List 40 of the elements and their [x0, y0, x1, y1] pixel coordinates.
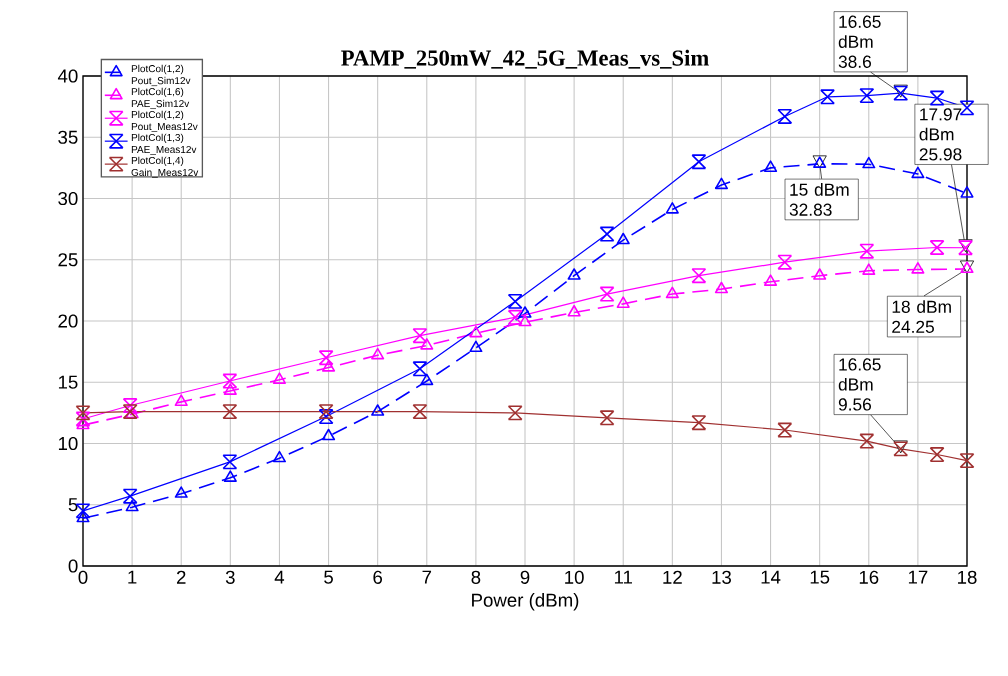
x-tick-label: 9 [520, 570, 530, 584]
y-tick-label: 15 [58, 375, 78, 389]
x-tick-label: 7 [422, 570, 432, 584]
x-tick-label: 4 [274, 570, 285, 584]
x-tick-label: 16 [859, 570, 879, 584]
x-tick-label: 12 [663, 570, 682, 584]
y-tick-label: 5 [68, 498, 78, 512]
x-tick-label: 15 [810, 570, 830, 584]
annotation: 15 dBm 32.83 [789, 183, 849, 216]
x-tick-label: 13 [712, 570, 731, 584]
x-tick-label: 2 [176, 570, 186, 584]
legend-label: PlotCol(1,6) PAE_Sim12v [131, 87, 190, 110]
legend-label: PlotCol(1,3) PAE_Meas12v [131, 133, 197, 155]
chart-title: PAMP_250mW_42_5G_Meas_vs_Sim [341, 49, 709, 69]
y-tick-label: 30 [58, 191, 78, 206]
x-axis-title: Power (dBm) [472, 593, 579, 611]
y-tick-label: 10 [58, 436, 78, 451]
x-tick-label: 1 [128, 570, 137, 584]
legend-label: PlotCol(1,2) Pout_Meas12v [131, 110, 198, 132]
x-tick-label: 10 [565, 570, 584, 584]
x-tick-label: 11 [614, 570, 633, 584]
x-tick-label: 3 [225, 570, 235, 584]
y-tick-label: 0 [68, 559, 78, 573]
x-tick-label: 18 [958, 570, 977, 584]
annotation: 17.97 dBm 25.98 [919, 108, 962, 161]
annotation: 18 dBm 24.25 [892, 300, 951, 333]
x-tick-label: 0 [78, 570, 88, 584]
x-tick-label: 17 [908, 570, 928, 584]
legend-label: PlotCol(1,4) Gain_Meas12v [131, 156, 199, 178]
annotation: 16.65 dBm 9.56 [838, 358, 881, 411]
x-tick-label: 5 [324, 570, 333, 584]
legend-label: PlotCol(1,2) Pout_Sim12v [131, 64, 191, 87]
y-tick-label: 35 [58, 130, 78, 144]
x-tick-label: 14 [761, 570, 781, 584]
annotation: 16.65 dBm 38.6 [838, 15, 881, 68]
y-tick-label: 40 [57, 69, 78, 83]
x-tick-label: 8 [471, 570, 481, 584]
y-tick-label: 20 [58, 314, 78, 328]
x-tick-label: 6 [373, 570, 383, 584]
y-tick-label: 25 [58, 253, 78, 267]
